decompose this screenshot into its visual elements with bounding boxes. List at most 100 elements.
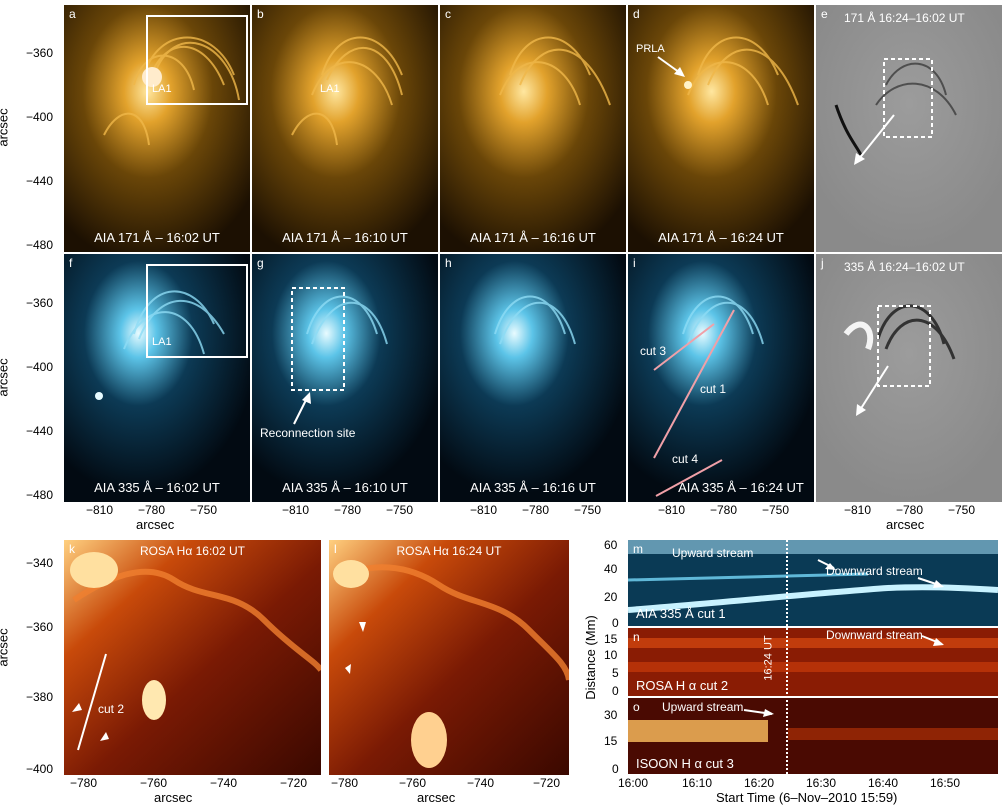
panel-k: k ROSA Hα 16:02 UT cut 2 [64,540,321,775]
arrow [345,664,351,674]
panel-k-image [64,540,321,775]
region-box [146,15,248,105]
xtick: −750 [948,503,976,517]
annotation-la1: LA1 [152,83,172,95]
panel-title: 335 Å 16:24–16:02 UT [844,260,965,274]
panel-m: m Upward stream Downward stream AIA 335 … [628,540,998,626]
panel-label: h [445,256,452,270]
xtick: −810 [658,503,686,517]
xtick: −740 [467,776,495,790]
y-axis-label: arcsec [0,108,11,147]
xtick: −780 [522,503,550,517]
ytick: −440 [26,424,54,438]
x-axis-label: Start Time (6–Nov–2010 15:59) [716,790,898,805]
time-marker-label: 16:24 UT [762,635,775,681]
panel-caption: AIA 335 Å cut 1 [636,606,726,621]
panel-caption: ROSA H α cut 2 [636,678,729,693]
downward-stream-label: Downward stream [826,564,923,578]
annotation-la1: LA1 [320,83,340,95]
cut-3-line [653,323,715,371]
xtick: −760 [140,776,168,790]
panel-label: b [257,7,264,21]
ytick: 15 [604,734,618,748]
xtick: −780 [896,503,924,517]
panel-title: ROSA Hα 16:02 UT [140,544,245,558]
panel-label: o [633,700,640,714]
cut-4-label: cut 4 [672,452,699,466]
panel-o: o Upward stream ISOON H α cut 3 [628,698,998,774]
panel-label: a [69,7,76,21]
ytick: 15 [604,632,618,646]
panel-n-image [628,628,998,696]
xtick: −780 [70,776,98,790]
panel-label: g [257,256,264,270]
ytick: −400 [26,762,54,776]
x-axis-label: arcsec [154,790,193,805]
xtick: 16:00 [618,776,649,790]
region-box [877,305,931,387]
arrow [359,622,366,632]
panel-e: e 171 Å 16:24–16:02 UT [816,5,1002,252]
ytick: 60 [604,538,618,552]
arrow [100,732,109,741]
panel-label: e [821,7,828,21]
panel-label: k [69,542,75,556]
xtick: −720 [280,776,308,790]
arrow [857,114,895,161]
panel-title: ROSA Hα 16:24 UT [396,544,502,558]
panel-m-image [628,540,998,626]
ytick: −360 [26,620,54,634]
cut-2-label: cut 2 [98,702,125,716]
ytick: −400 [26,360,54,374]
time-marker-line [786,540,788,774]
panel-d: d PRLA AIA 171 Å – 16:24 UT [628,5,814,252]
xtick: −780 [334,503,362,517]
xtick: −780 [138,503,166,517]
panel-label: f [69,256,73,270]
panel-caption: AIA 171 Å – 16:24 UT [658,230,784,245]
cut-2-line [77,653,107,751]
ytick: 20 [604,590,618,604]
y-axis-label: arcsec [0,358,11,397]
xtick: −810 [282,503,310,517]
panel-j-image [816,254,1002,502]
ytick: 0 [612,762,619,776]
panel-i: i cut 3 cut 1 cut 4 AIA 335 Å – 16:24 UT [628,254,814,502]
y-axis-label: arcsec [0,628,11,667]
cut-1-line [653,309,735,459]
downward-stream-label: Downward stream [826,628,923,642]
panel-title: 171 Å 16:24–16:02 UT [844,11,965,25]
xtick: −750 [386,503,414,517]
x-axis-label: arcsec [136,517,175,532]
panel-a: a LA1 AIA 171 Å – 16:02 UT [64,5,250,252]
panel-label: l [334,542,337,556]
panel-n: n Downward stream ROSA H α cut 2 [628,628,998,696]
panel-o-image [628,698,998,774]
cut-1-label: cut 1 [700,382,727,396]
panel-l: l ROSA Hα 16:24 UT [329,540,569,775]
panel-label: c [445,7,451,21]
panel-label: m [633,542,643,556]
cut-4-line [655,459,723,497]
panel-c: c AIA 171 Å – 16:16 UT [440,5,626,252]
ytick: 0 [612,684,619,698]
panel-f-image [64,254,250,502]
panel-b: b LA1 AIA 171 Å – 16:10 UT [252,5,438,252]
xtick: −810 [86,503,114,517]
ytick: 5 [612,666,619,680]
ytick: 40 [604,562,618,576]
xtick: −750 [762,503,790,517]
panel-h: h AIA 335 Å – 16:16 UT [440,254,626,502]
ytick: −440 [26,174,54,188]
xtick: −750 [574,503,602,517]
xtick: 16:20 [744,776,775,790]
annotation-prla: PRLA [636,43,665,55]
panel-caption: AIA 171 Å – 16:16 UT [470,230,596,245]
xtick: −760 [399,776,427,790]
ytick: −360 [26,296,54,310]
panel-i-image [628,254,814,502]
x-axis-label: arcsec [417,790,456,805]
panel-caption: AIA 335 Å – 16:02 UT [94,480,220,495]
panel-label: i [633,256,636,270]
xtick: 16:40 [868,776,899,790]
